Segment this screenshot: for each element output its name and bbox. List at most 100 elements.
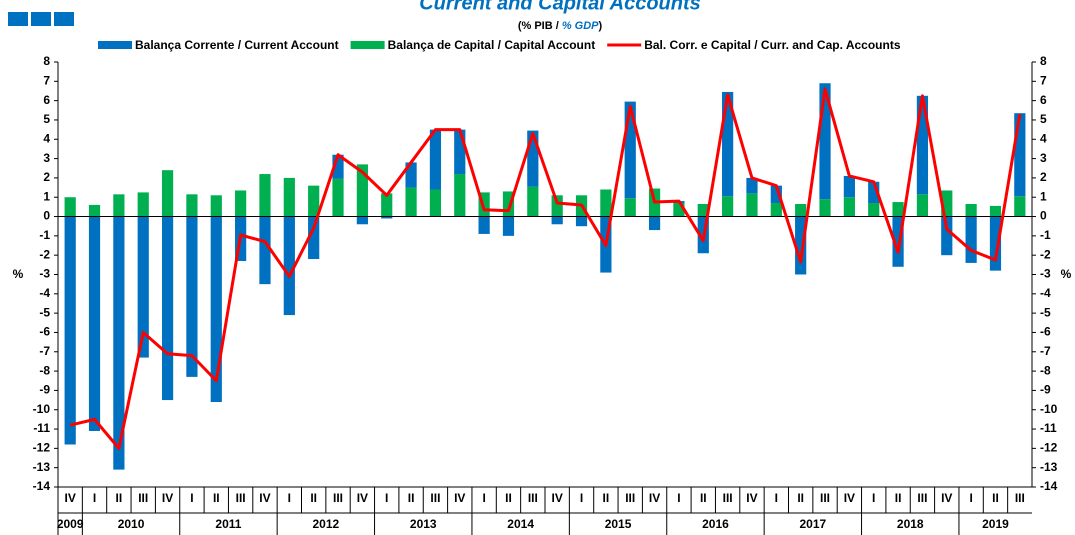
- bar: [624, 101, 636, 199]
- year-label: 2013: [410, 517, 437, 531]
- x-tick-label: II: [700, 491, 707, 505]
- x-tick-label: IV: [746, 491, 757, 505]
- x-tick-label: I: [969, 491, 972, 505]
- bar: [381, 216, 393, 219]
- bar: [989, 205, 1002, 217]
- y2-tick-label: 6: [1040, 93, 1047, 107]
- y2-tick-label: 1: [1040, 189, 1047, 203]
- bar: [332, 178, 344, 217]
- bar: [624, 198, 636, 217]
- bar: [308, 185, 320, 217]
- year-label: 2019: [982, 517, 1009, 531]
- legend-label: Bal. Corr. e Capital / Curr. and Cap. Ac…: [644, 38, 901, 52]
- bar: [283, 216, 295, 316]
- y2-tick-label: -2: [1040, 247, 1051, 261]
- bar: [746, 177, 758, 194]
- y2-tick-label: -8: [1040, 363, 1051, 377]
- bar: [283, 177, 295, 217]
- year-label: 2011: [215, 517, 241, 531]
- bar: [502, 191, 515, 217]
- bar: [1014, 196, 1026, 217]
- bar: [137, 192, 149, 217]
- y2-tick-label: 8: [1040, 54, 1047, 68]
- y2-tick-label: 7: [1040, 73, 1047, 87]
- bar: [551, 216, 563, 225]
- bar: [332, 154, 344, 179]
- bar: [478, 216, 490, 234]
- x-tick-label: IV: [844, 491, 855, 505]
- x-tick-label: II: [408, 491, 415, 505]
- y-tick-label: -1: [39, 228, 50, 242]
- x-tick-label: II: [505, 491, 512, 505]
- bar: [64, 197, 76, 217]
- line-series: [69, 87, 1022, 450]
- x-tick-label: III: [333, 491, 343, 505]
- y-tick-label: 1: [43, 189, 50, 203]
- x-tick-label: III: [138, 491, 148, 505]
- x-tick-label: I: [872, 491, 875, 505]
- bar: [429, 129, 442, 190]
- bar: [356, 216, 368, 225]
- x-tick-label: IV: [649, 491, 660, 505]
- legend-entry: Balança de Capital / Capital Account: [350, 38, 595, 52]
- bar: [697, 203, 709, 217]
- x-tick-label: I: [93, 491, 96, 505]
- y2-tick-label: -4: [1040, 286, 1051, 300]
- bar: [941, 190, 953, 217]
- bar: [1014, 113, 1026, 197]
- bar: [648, 216, 661, 231]
- bar: [161, 216, 174, 401]
- bar: [965, 203, 977, 217]
- bar: [161, 170, 174, 217]
- bar: [88, 216, 101, 431]
- y-tick-label: -4: [39, 286, 50, 300]
- legend-entry: Balança Corrente / Current Account: [98, 38, 339, 52]
- bar: [892, 216, 904, 267]
- subtitle-part: (% PIB /: [518, 20, 562, 32]
- year-label: 2014: [507, 517, 534, 531]
- bar: [113, 216, 125, 470]
- y2-tick-label: 0: [1040, 209, 1047, 223]
- year-label: 2015: [605, 517, 632, 531]
- bar: [722, 91, 734, 197]
- y2-tick-label: -3: [1040, 267, 1051, 281]
- x-tick-label: III: [236, 491, 246, 505]
- y-tick-label: 2: [43, 170, 50, 184]
- x-tick-label: III: [723, 491, 733, 505]
- bar: [965, 216, 977, 263]
- x-tick-label: II: [310, 491, 317, 505]
- y-tick-label: 5: [43, 112, 50, 126]
- y2-tick-label: -6: [1040, 325, 1051, 339]
- bar: [308, 216, 320, 260]
- bar: [502, 216, 515, 236]
- y-tick-label: -13: [33, 460, 51, 474]
- bar: [795, 203, 807, 217]
- year-label: 2009: [57, 517, 84, 531]
- y2-tick-label: 3: [1040, 151, 1047, 165]
- y2-tick-label: -9: [1040, 383, 1051, 397]
- legend-entry: Bal. Corr. e Capital / Curr. and Cap. Ac…: [607, 38, 901, 52]
- bar: [843, 197, 855, 217]
- logo-block: [54, 12, 74, 26]
- bar: [916, 95, 929, 195]
- x-tick-label: III: [430, 491, 440, 505]
- y-tick-label: 7: [43, 73, 50, 87]
- legend-label: Balança Corrente / Current Account: [135, 38, 339, 52]
- year-label: 2010: [118, 517, 145, 531]
- bar: [819, 83, 831, 200]
- y-tick-label: -7: [39, 344, 50, 358]
- bar: [259, 174, 271, 217]
- bar: [137, 216, 149, 358]
- y-tick-label: 8: [43, 54, 50, 68]
- y-tick-label: -6: [39, 325, 50, 339]
- bar: [405, 162, 417, 188]
- bar: [892, 202, 904, 217]
- subtitle-part: % GDP: [562, 20, 599, 32]
- bar: [381, 193, 393, 217]
- y2-tick-label: 5: [1040, 112, 1047, 126]
- x-tick-label: I: [385, 491, 388, 505]
- y-tick-label: 0: [43, 209, 50, 223]
- y-tick-label: -12: [33, 441, 51, 455]
- y2-tick-label: 2: [1040, 170, 1047, 184]
- bar: [819, 199, 831, 217]
